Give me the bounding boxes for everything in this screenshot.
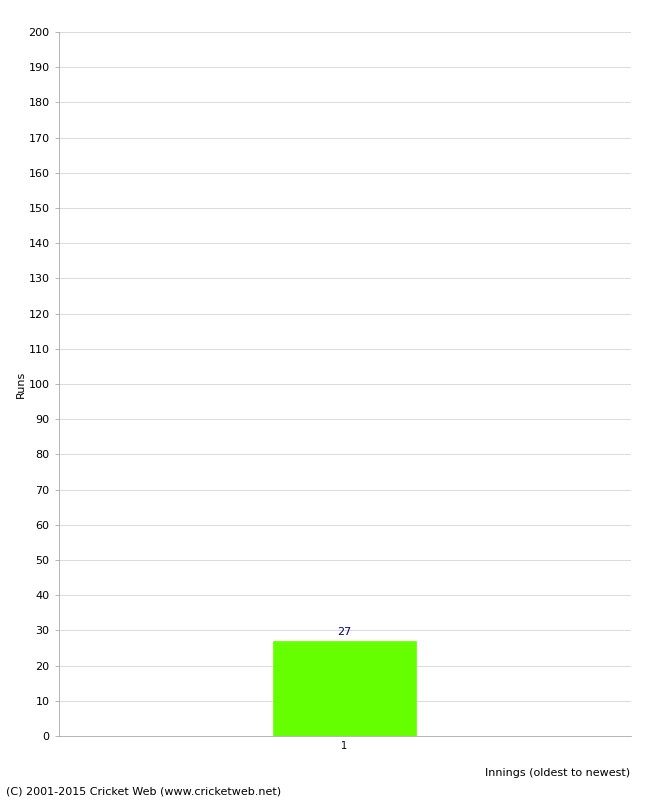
Y-axis label: Runs: Runs [16, 370, 25, 398]
Bar [273, 641, 416, 736]
Text: 27: 27 [337, 627, 352, 638]
Text: (C) 2001-2015 Cricket Web (www.cricketweb.net): (C) 2001-2015 Cricket Web (www.cricketwe… [6, 786, 281, 796]
Text: Innings (oldest to newest): Innings (oldest to newest) [486, 768, 630, 778]
